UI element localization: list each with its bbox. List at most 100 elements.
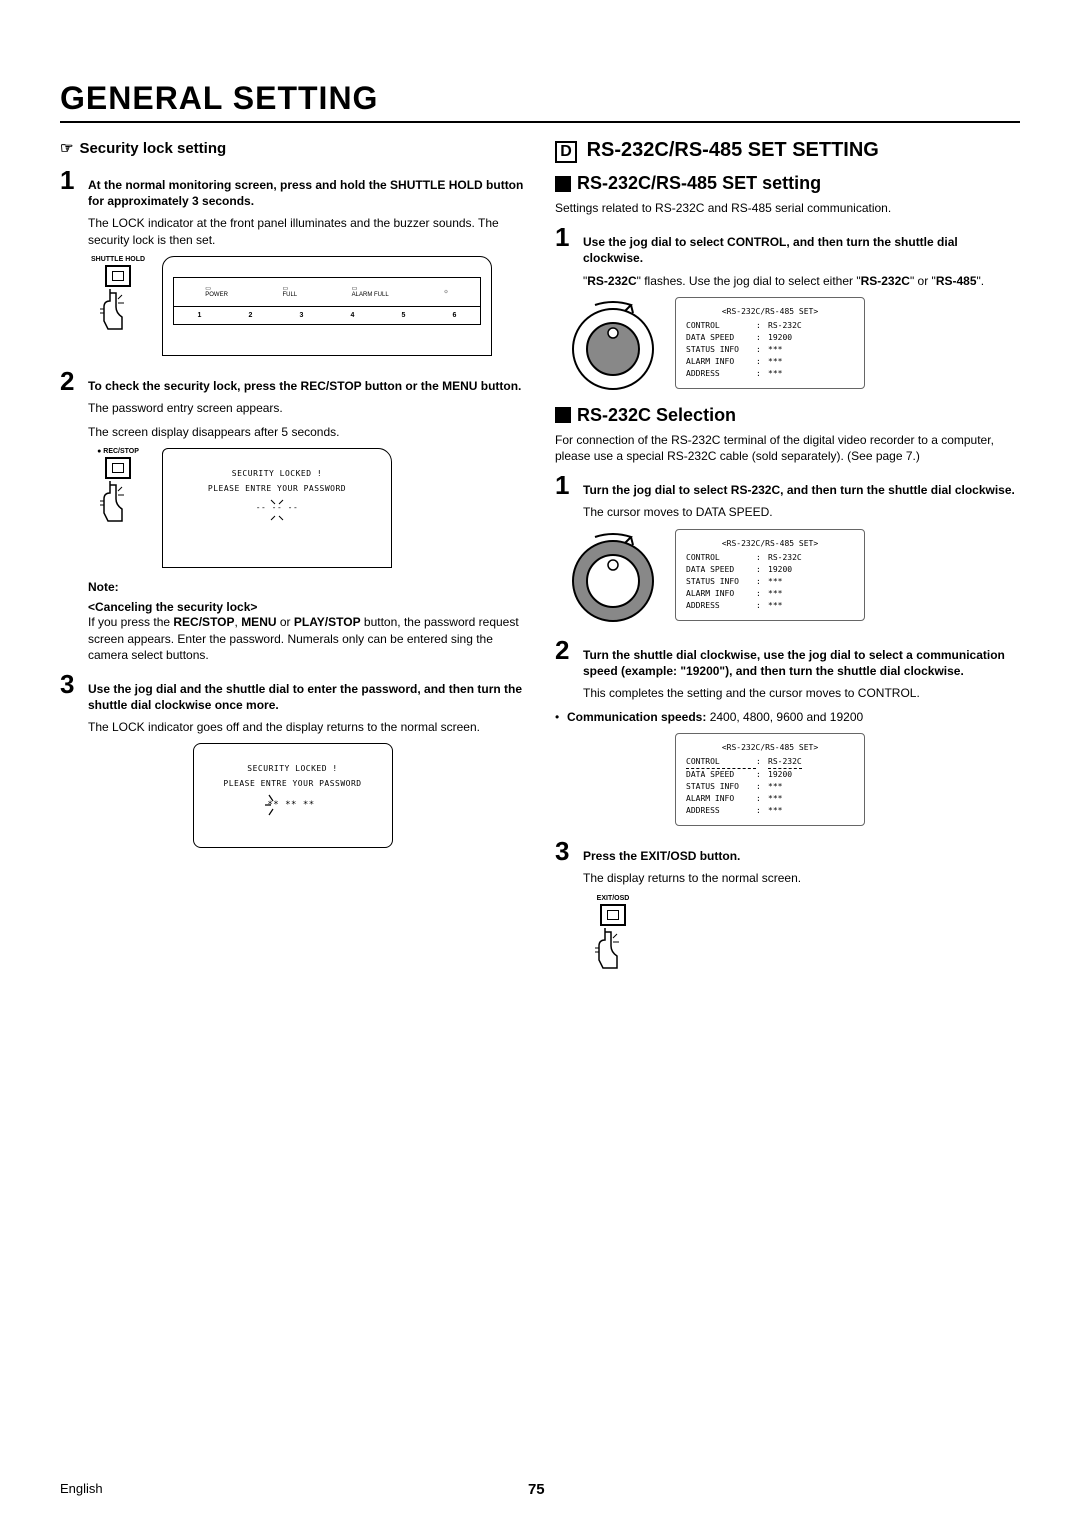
page-footer: English 75 bbox=[60, 1481, 1020, 1498]
panel-num: 6 bbox=[453, 312, 457, 319]
svg-text:-- -- --: -- -- -- bbox=[257, 503, 297, 512]
content-columns: ☞ Security lock setting 1 At the normal … bbox=[60, 139, 1020, 975]
menu-val: 19200 bbox=[768, 332, 792, 344]
r-step1-bold: Use the jog dial to select CONTROL, and … bbox=[583, 235, 958, 265]
cancel-heading: <Canceling the security lock> bbox=[60, 600, 525, 614]
menu-label: ALARM INFO bbox=[686, 588, 756, 600]
menu-label: STATUS INFO bbox=[686, 781, 756, 793]
hand-icon bbox=[595, 928, 631, 972]
menu-label: ALARM INFO bbox=[686, 356, 756, 368]
menu-val: RS-232C bbox=[768, 552, 802, 564]
step2-text1: The password entry screen appears. bbox=[60, 400, 525, 416]
panel-power: POWER bbox=[205, 292, 228, 298]
hand-icon bbox=[100, 289, 136, 333]
menu-val: *** bbox=[768, 344, 782, 356]
r2-step-3: 3 Press the EXIT/OSD button. bbox=[555, 838, 1020, 864]
menu-val: *** bbox=[768, 600, 782, 612]
step1-text: The LOCK indicator at the front panel il… bbox=[60, 215, 525, 247]
tilt-icon: ☼ bbox=[443, 289, 449, 295]
footer-lang: English bbox=[60, 1481, 103, 1498]
footer-page: 75 bbox=[528, 1481, 545, 1498]
password-screen-1: SECURITY LOCKED ! PLEASE ENTRE YOUR PASS… bbox=[162, 448, 392, 568]
exit-label: EXIT/OSD bbox=[583, 895, 643, 902]
menu-display-3: <RS-232C/RS-485 SET> CONTROL:RS-232C DAT… bbox=[675, 733, 865, 826]
step-number: 1 bbox=[60, 167, 80, 193]
r2-step3-bold: Press the EXIT/OSD button. bbox=[583, 849, 740, 863]
jog-diagram-1: <RS-232C/RS-485 SET> CONTROL:RS-232C DAT… bbox=[565, 297, 1020, 393]
menu-label: ADDRESS bbox=[686, 368, 756, 380]
menu-label: DATA SPEED bbox=[686, 769, 756, 781]
sub-rs232-485: RS-232C/RS-485 SET setting bbox=[555, 173, 1020, 194]
comm-speeds: Communication speeds: 2400, 4800, 9600 a… bbox=[555, 709, 1020, 725]
menu-label: DATA SPEED bbox=[686, 332, 756, 344]
sub-rs232-selection: RS-232C Selection bbox=[555, 405, 1020, 426]
shuttle-label: SHUTTLE HOLD bbox=[88, 256, 148, 263]
panel-num: 4 bbox=[351, 312, 355, 319]
device-panel-illustration: ▭POWER ▭FULL ▭ALARM FULL ☼ 1 2 3 4 5 6 bbox=[162, 256, 492, 356]
speeds-values: 2400, 4800, 9600 and 19200 bbox=[706, 710, 863, 724]
step2-bold: To check the security lock, press the RE… bbox=[88, 379, 521, 393]
menu-val: 19200 bbox=[768, 769, 792, 781]
menu-label: STATUS INFO bbox=[686, 344, 756, 356]
menu-val: *** bbox=[768, 576, 782, 588]
menu-label: STATUS INFO bbox=[686, 576, 756, 588]
sub1-desc: Settings related to RS-232C and RS-485 s… bbox=[555, 200, 1020, 216]
menu-val: *** bbox=[768, 368, 782, 380]
heading-text: Security lock setting bbox=[79, 140, 226, 157]
square-icon bbox=[555, 407, 571, 423]
menu-label: ADDRESS bbox=[686, 600, 756, 612]
r2-step-2: 2 Turn the shuttle dial clockwise, use t… bbox=[555, 637, 1020, 679]
exit-osd-illustration: EXIT/OSD bbox=[555, 895, 1020, 975]
step-2: 2 To check the security lock, press the … bbox=[60, 368, 525, 394]
menu-val: *** bbox=[768, 805, 782, 817]
menu-display-2: <RS-232C/RS-485 SET> CONTROL:RS-232C DAT… bbox=[675, 529, 865, 621]
menu-val: 19200 bbox=[768, 564, 792, 576]
panel-num: 2 bbox=[249, 312, 253, 319]
sub2-text: RS-232C Selection bbox=[577, 405, 736, 426]
r2-step1-text: The cursor moves to DATA SPEED. bbox=[555, 504, 1020, 520]
note-heading: Note: bbox=[60, 580, 525, 594]
menu-label: CONTROL bbox=[686, 320, 756, 332]
cursor-icon: -- -- -- bbox=[257, 498, 297, 522]
panel-alarmfull: ALARM FULL bbox=[352, 292, 389, 298]
panel-num: 3 bbox=[300, 312, 304, 319]
security-lock-heading: ☞ Security lock setting bbox=[60, 139, 525, 157]
letter-d: D bbox=[555, 141, 577, 163]
panel-num: 1 bbox=[198, 312, 202, 319]
r2-step2-text: This completes the setting and the curso… bbox=[555, 685, 1020, 701]
step-number: 3 bbox=[555, 838, 575, 864]
sub1-text: RS-232C/RS-485 SET setting bbox=[577, 173, 821, 194]
r-step1-text: "RS-232C" flashes. Use the jog dial to s… bbox=[555, 273, 1020, 289]
left-column: ☞ Security lock setting 1 At the normal … bbox=[60, 139, 525, 975]
menu-val: RS-232C bbox=[768, 320, 802, 332]
menu-display-row-3: <RS-232C/RS-485 SET> CONTROL:RS-232C DAT… bbox=[675, 733, 1020, 826]
menu-label: ADDRESS bbox=[686, 805, 756, 817]
rs232-485-title: D RS-232C/RS-485 SET SETTING bbox=[555, 139, 1020, 163]
screen-line2: PLEASE ENTRE YOUR PASSWORD bbox=[171, 482, 383, 496]
pointer-icon: ☞ bbox=[60, 139, 73, 157]
hand-icon bbox=[100, 481, 136, 525]
r2-step-1: 1 Turn the jog dial to select RS-232C, a… bbox=[555, 472, 1020, 498]
menu-title: <RS-232C/RS-485 SET> bbox=[686, 538, 854, 550]
cursor-icon: ** ** ** bbox=[263, 793, 323, 817]
right-column: D RS-232C/RS-485 SET SETTING RS-232C/RS-… bbox=[555, 139, 1020, 975]
step3-bold: Use the jog dial and the shuttle dial to… bbox=[88, 682, 522, 712]
jog-dial-icon bbox=[565, 529, 661, 625]
title-text: RS-232C/RS-485 SET SETTING bbox=[587, 139, 879, 161]
shuttle-diagram: SHUTTLE HOLD ▭POWER ▭FULL ▭ALARM FULL ☼ … bbox=[88, 256, 525, 356]
menu-title: <RS-232C/RS-485 SET> bbox=[686, 306, 854, 318]
menu-label: ALARM INFO bbox=[686, 793, 756, 805]
sub2-desc: For connection of the RS-232C terminal o… bbox=[555, 432, 1020, 464]
panel-full: FULL bbox=[282, 292, 297, 298]
shuttle-hold-button-illustration: SHUTTLE HOLD bbox=[88, 256, 148, 336]
step-number: 1 bbox=[555, 224, 575, 250]
recstop-button-illustration: ● REC/STOP bbox=[88, 448, 148, 528]
menu-label: DATA SPEED bbox=[686, 564, 756, 576]
r2-step1-bold: Turn the jog dial to select RS-232C, and… bbox=[583, 483, 1015, 497]
step-number: 2 bbox=[60, 368, 80, 394]
step2-text2: The screen display disappears after 5 se… bbox=[60, 424, 525, 440]
step-3: 3 Use the jog dial and the shuttle dial … bbox=[60, 671, 525, 713]
menu-val: RS-232C bbox=[768, 756, 802, 769]
r2-step2-bold: Turn the shuttle dial clockwise, use the… bbox=[583, 648, 1005, 678]
step3-text: The LOCK indicator goes off and the disp… bbox=[60, 719, 525, 735]
